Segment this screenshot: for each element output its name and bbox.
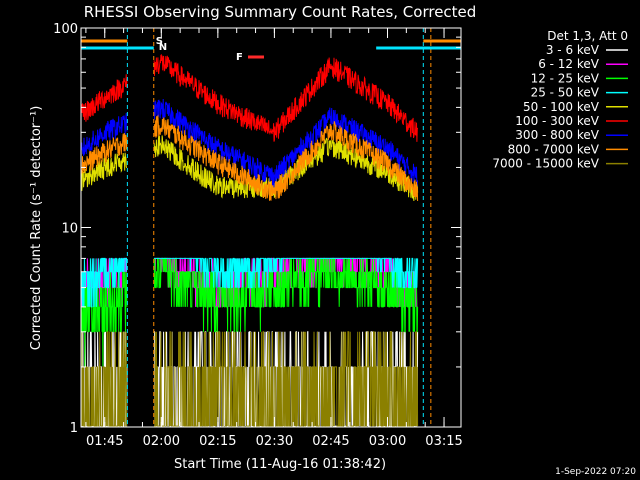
x-tick-label: 03:15 <box>425 434 462 449</box>
x-tick-label: 02:00 <box>143 434 180 449</box>
legend-label: 300 - 800 keV <box>515 128 599 142</box>
series-line-7 <box>81 114 419 202</box>
legend-label: 100 - 300 keV <box>515 114 599 128</box>
legend-label: 50 - 100 keV <box>523 100 600 114</box>
y-tick-label: 1 <box>70 421 78 436</box>
footer-timestamp: 1-Sep-2022 07:20 <box>555 467 636 477</box>
x-tick-label: 02:30 <box>256 434 293 449</box>
series-line-8 <box>81 331 419 427</box>
series-line-3 <box>81 257 419 308</box>
plot-area: SN F <box>81 28 461 427</box>
legend-label: 800 - 7000 keV <box>508 142 600 156</box>
legend-label: 25 - 50 keV <box>531 86 600 100</box>
x-tick-label: 02:15 <box>199 434 236 449</box>
flag-marker-f: F <box>236 52 243 63</box>
y-axis: 1 10 100 <box>53 22 461 436</box>
legend-label: 12 - 25 keV <box>531 71 600 85</box>
x-tick-label: 03:00 <box>369 434 406 449</box>
series-group <box>81 28 432 427</box>
chart-title: RHESSI Observing Summary Count Rates, Co… <box>84 3 477 21</box>
x-tick-label: 01:45 <box>86 434 123 449</box>
flag-marker-s: S <box>156 36 163 47</box>
legend-label: 6 - 12 keV <box>538 57 600 71</box>
legend-label: 3 - 6 keV <box>546 43 600 57</box>
legend-label: 7000 - 15000 keV <box>492 157 599 171</box>
y-axis-label: Corrected Count Rate (s⁻¹ detector⁻¹) <box>29 106 44 351</box>
x-tick-label: 02:45 <box>312 434 349 449</box>
series-line-2 <box>81 257 419 367</box>
x-axis-label: Start Time (11-Aug-16 01:38:42) <box>174 457 386 472</box>
legend-header: Det 1,3, Att 0 <box>547 29 628 43</box>
y-tick-label: 10 <box>61 222 78 237</box>
flag-bars: SN F <box>81 36 461 63</box>
flag-marker-n: N <box>159 42 167 53</box>
y-tick-label: 100 <box>53 22 78 37</box>
series-line-6 <box>81 98 419 188</box>
x-axis: 01:45 02:00 02:15 02:30 02:45 03:00 03:15 <box>85 28 463 449</box>
series-line-5 <box>81 54 419 142</box>
